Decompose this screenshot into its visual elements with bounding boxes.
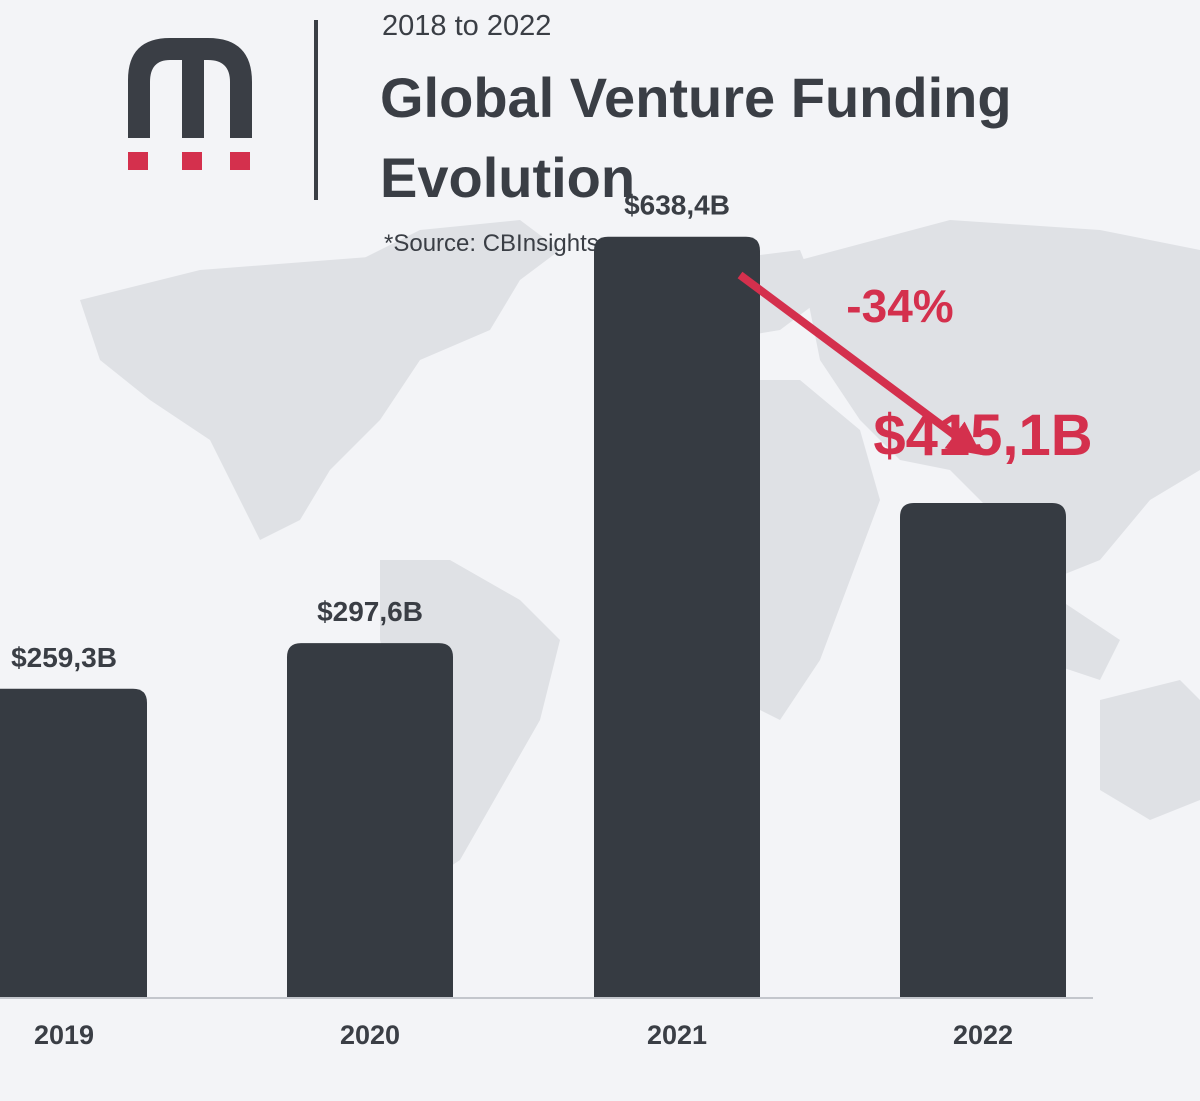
change-label: -34% — [846, 280, 953, 332]
header-divider — [314, 20, 318, 200]
map-landmass-8 — [1100, 680, 1200, 820]
source-note: *Source: CBInsights — [384, 230, 599, 257]
x-tick-label-2021: 2021 — [647, 1020, 707, 1050]
bar-value-label-2019: $259,3B — [11, 642, 117, 673]
logo-dot-2 — [182, 152, 202, 170]
logo-dot-1 — [128, 152, 148, 170]
bar-value-label-2021: $638,4B — [624, 190, 730, 221]
map-landmass-1 — [80, 250, 520, 540]
bar-value-label-2020: $297,6B — [317, 596, 423, 627]
bar-2021 — [594, 236, 760, 998]
bar-2020 — [287, 643, 453, 998]
logo-dot-3 — [230, 152, 250, 170]
decline-arrow — [737, 271, 982, 456]
logo-right-arch — [182, 38, 252, 138]
bar-value-label-2022: $415,1B — [873, 403, 1092, 468]
logo-left-arch — [128, 38, 184, 138]
chart-subtitle: 2018 to 2022 — [382, 10, 552, 42]
x-tick-label-2020: 2020 — [340, 1020, 400, 1050]
map-landmass-2 — [340, 220, 560, 280]
bar-2022 — [900, 502, 1066, 998]
x-tick-label-2019: 2019 — [34, 1020, 94, 1050]
x-tick-label-2022: 2022 — [953, 1020, 1013, 1050]
chart-title: Global Venture Funding Evolution — [380, 66, 1012, 209]
rn-logo-icon — [128, 38, 252, 170]
map-landmass-6 — [800, 220, 1200, 580]
bar-2019 — [0, 688, 147, 998]
